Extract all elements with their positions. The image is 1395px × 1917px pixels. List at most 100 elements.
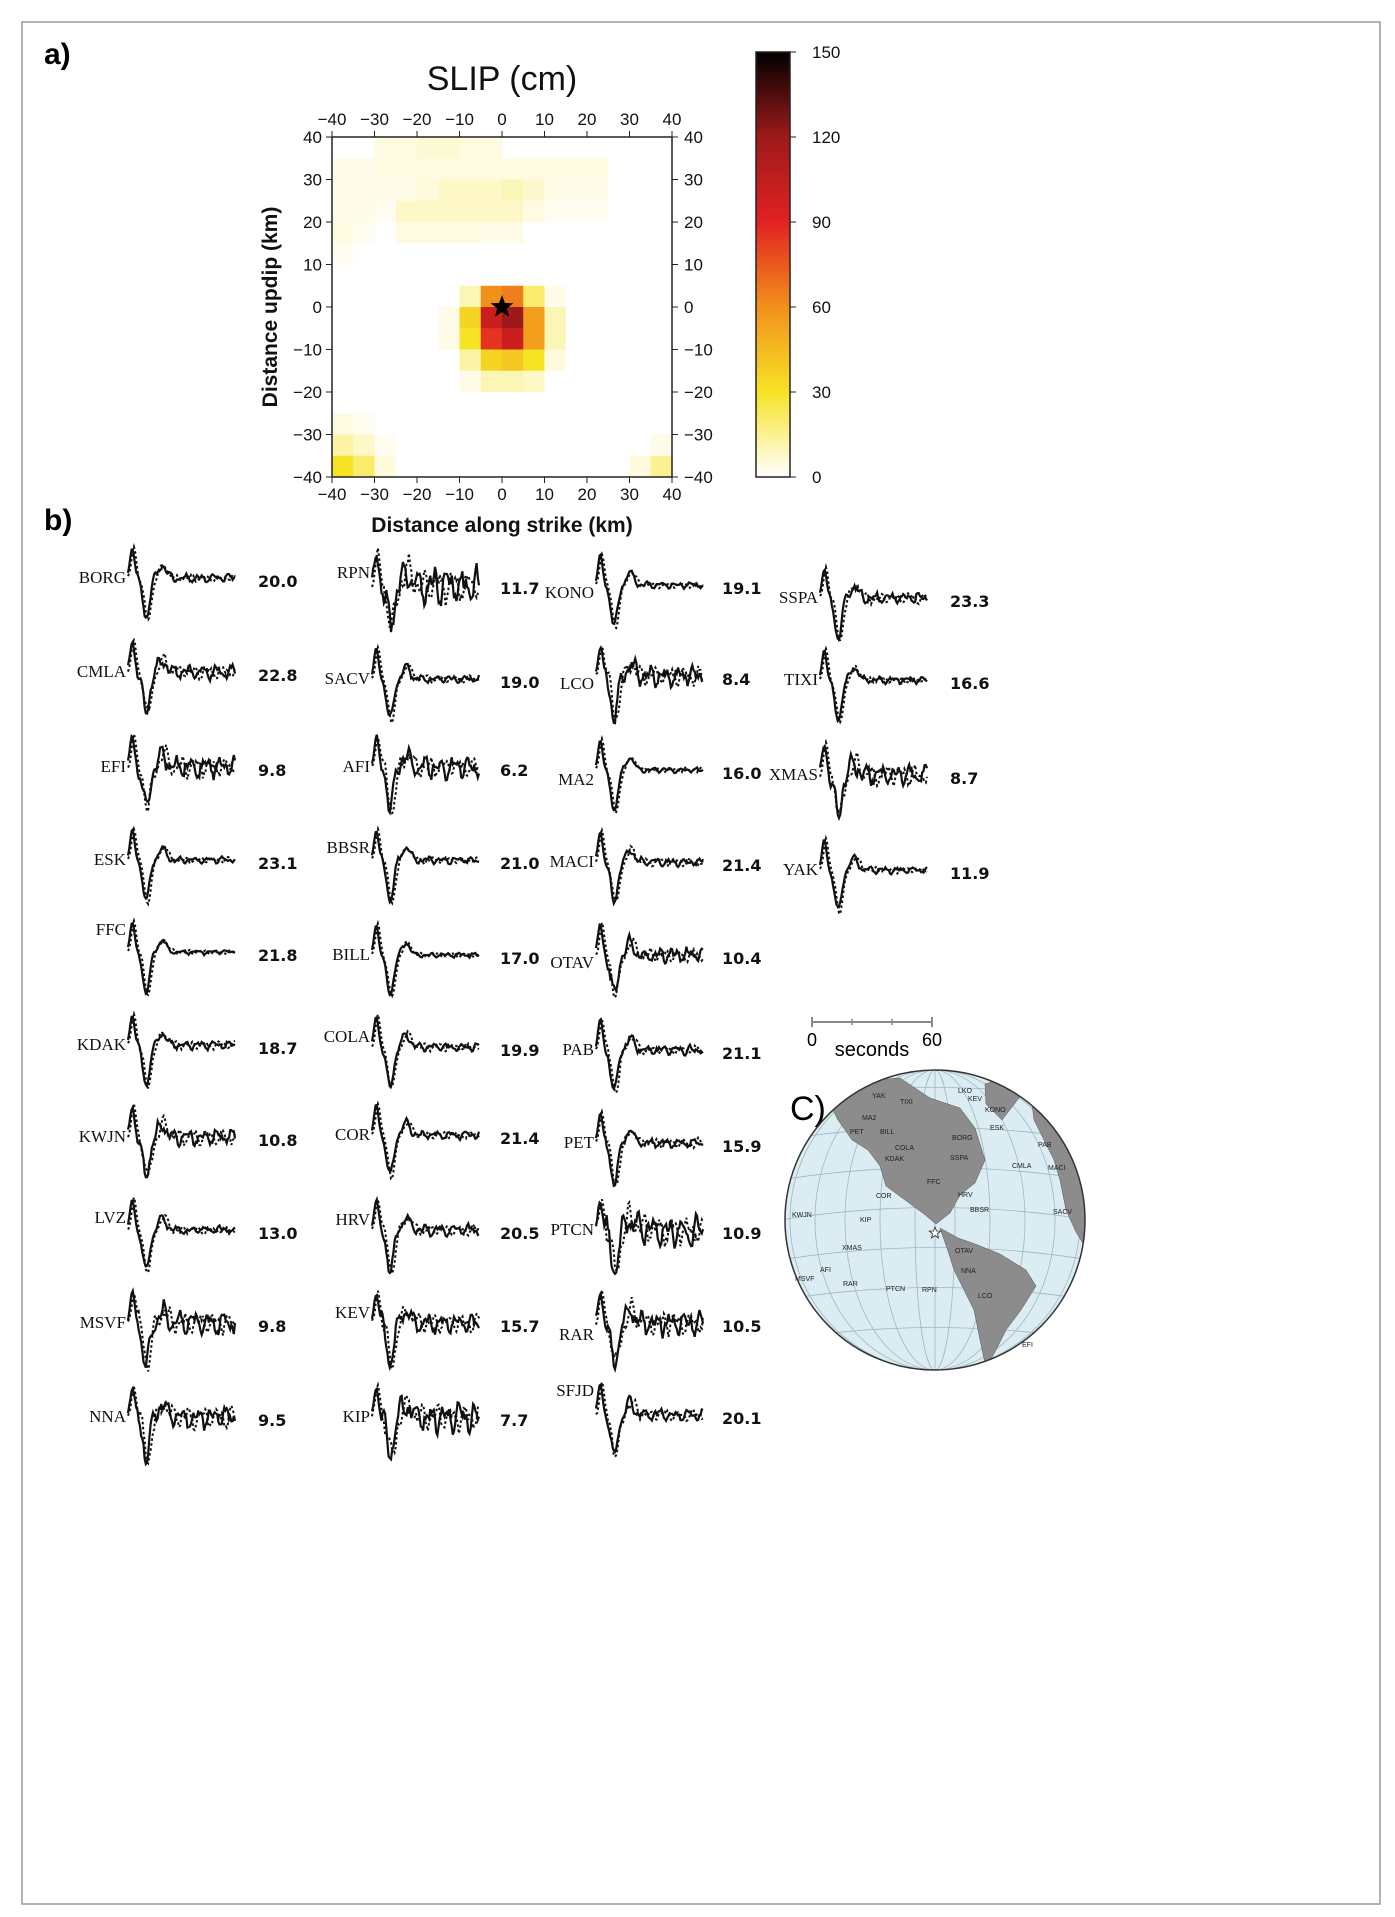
slip-cell bbox=[544, 243, 567, 265]
slip-cell bbox=[544, 413, 567, 435]
x-tick-label: 0 bbox=[497, 485, 506, 504]
station-name: MSVF bbox=[80, 1313, 126, 1332]
slip-cell bbox=[374, 392, 397, 414]
slip-cell bbox=[480, 413, 503, 435]
observed-waveform bbox=[126, 638, 237, 716]
slip-cell bbox=[608, 328, 630, 350]
slip-cell bbox=[459, 349, 482, 372]
station-trace-bill: BILL 17.0 bbox=[332, 919, 539, 999]
station-trace-cmla: CMLA 22.8 bbox=[77, 637, 297, 716]
slip-cell bbox=[502, 222, 524, 244]
station-trace-ffc: FFC 21.8 bbox=[96, 917, 297, 997]
slip-cell bbox=[332, 328, 354, 350]
slip-cell bbox=[608, 222, 630, 244]
station-name: CMLA bbox=[77, 662, 127, 681]
hypocenter-star-icon bbox=[490, 295, 514, 317]
slip-cell bbox=[650, 179, 673, 202]
time-scale-bar: 0 60 seconds bbox=[807, 1017, 942, 1061]
slip-cell bbox=[395, 455, 418, 478]
slip-cell bbox=[332, 222, 354, 244]
slip-cell bbox=[650, 158, 673, 180]
slip-cell bbox=[417, 434, 439, 457]
station-fit-value: 13.0 bbox=[258, 1224, 297, 1243]
slip-cell bbox=[438, 179, 460, 202]
observed-waveform bbox=[126, 548, 236, 620]
slip-cell bbox=[417, 158, 439, 180]
x-tick-label-top: 0 bbox=[497, 110, 506, 129]
slip-cell bbox=[395, 370, 418, 393]
station-trace-cor: COR 21.4 bbox=[335, 1100, 539, 1181]
y-tick-label: −20 bbox=[293, 383, 322, 402]
station-fit-value: 20.1 bbox=[722, 1409, 761, 1428]
slip-cell bbox=[565, 200, 588, 223]
map-station-label: OTAV bbox=[955, 1248, 973, 1255]
station-fit-value: 8.7 bbox=[950, 769, 978, 788]
y-tick-label: −10 bbox=[293, 341, 322, 360]
x-tick-label: 10 bbox=[535, 485, 554, 504]
slip-cell bbox=[417, 370, 439, 393]
slip-cell bbox=[353, 370, 375, 393]
station-fit-value: 11.7 bbox=[500, 579, 539, 598]
slip-cell bbox=[395, 349, 418, 372]
slip-cell bbox=[374, 179, 397, 202]
observed-waveform bbox=[370, 1386, 481, 1462]
synthetic-waveform bbox=[127, 1010, 236, 1089]
slip-cell bbox=[332, 392, 354, 414]
station-trace-kono: KONO 19.1 bbox=[545, 550, 761, 630]
station-fit-value: 20.5 bbox=[500, 1224, 539, 1243]
slip-cell bbox=[629, 413, 652, 435]
y-axis-label: Distance updip (km) bbox=[259, 207, 282, 408]
station-name: KEV bbox=[335, 1303, 371, 1322]
synthetic-waveform bbox=[127, 1103, 236, 1178]
x-tick-label: 30 bbox=[620, 485, 639, 504]
slip-cell bbox=[565, 328, 588, 350]
map-station-label: COLA bbox=[895, 1145, 914, 1152]
slip-cell bbox=[438, 434, 460, 457]
slip-cell bbox=[417, 137, 439, 159]
station-name: HRV bbox=[335, 1210, 370, 1229]
slip-cell bbox=[459, 200, 482, 223]
station-name: ESK bbox=[94, 850, 127, 869]
slip-cell bbox=[650, 137, 673, 159]
slip-cell bbox=[417, 307, 439, 329]
slip-cell bbox=[353, 392, 375, 414]
station-name: KWJN bbox=[79, 1127, 126, 1146]
map-station-label: RPN bbox=[922, 1287, 937, 1294]
slip-cell bbox=[544, 285, 567, 308]
slip-cell bbox=[544, 264, 567, 287]
station-name: LCO bbox=[560, 674, 594, 693]
parallel-line bbox=[785, 1287, 1085, 1301]
slip-cell bbox=[565, 137, 588, 159]
slip-cell bbox=[480, 328, 503, 350]
slip-cell bbox=[459, 222, 482, 244]
slip-cell bbox=[608, 434, 630, 457]
map-station-label: LCO bbox=[978, 1293, 993, 1300]
slip-cell bbox=[480, 349, 503, 372]
synthetic-waveform bbox=[371, 1381, 480, 1456]
station-trace-kdak: KDAK 18.7 bbox=[77, 1010, 297, 1090]
station-fit-value: 17.0 bbox=[500, 949, 539, 968]
slip-cell bbox=[353, 349, 375, 372]
slip-cell bbox=[608, 179, 630, 202]
synthetic-waveform bbox=[595, 1199, 704, 1273]
station-name: MACI bbox=[550, 852, 595, 871]
slip-cell bbox=[417, 264, 439, 287]
observed-waveform bbox=[594, 1383, 704, 1454]
slip-cell bbox=[395, 243, 418, 265]
slip-cell bbox=[608, 413, 630, 435]
station-name: KIP bbox=[343, 1407, 370, 1426]
slip-cell bbox=[417, 200, 439, 223]
observed-waveform bbox=[370, 1195, 480, 1275]
synthetic-waveform bbox=[595, 918, 704, 1000]
epicenter-star-icon bbox=[928, 1225, 942, 1239]
y-tick-label: −40 bbox=[293, 468, 322, 487]
slip-cell bbox=[587, 434, 609, 457]
slip-cell bbox=[544, 137, 567, 159]
slip-cell bbox=[332, 307, 354, 329]
slip-cell bbox=[459, 392, 482, 414]
synthetic-waveform bbox=[127, 1290, 236, 1372]
station-trace-hrv: HRV 20.5 bbox=[335, 1195, 539, 1276]
map-station-label: FFC bbox=[927, 1179, 941, 1186]
slip-cell bbox=[587, 158, 609, 180]
